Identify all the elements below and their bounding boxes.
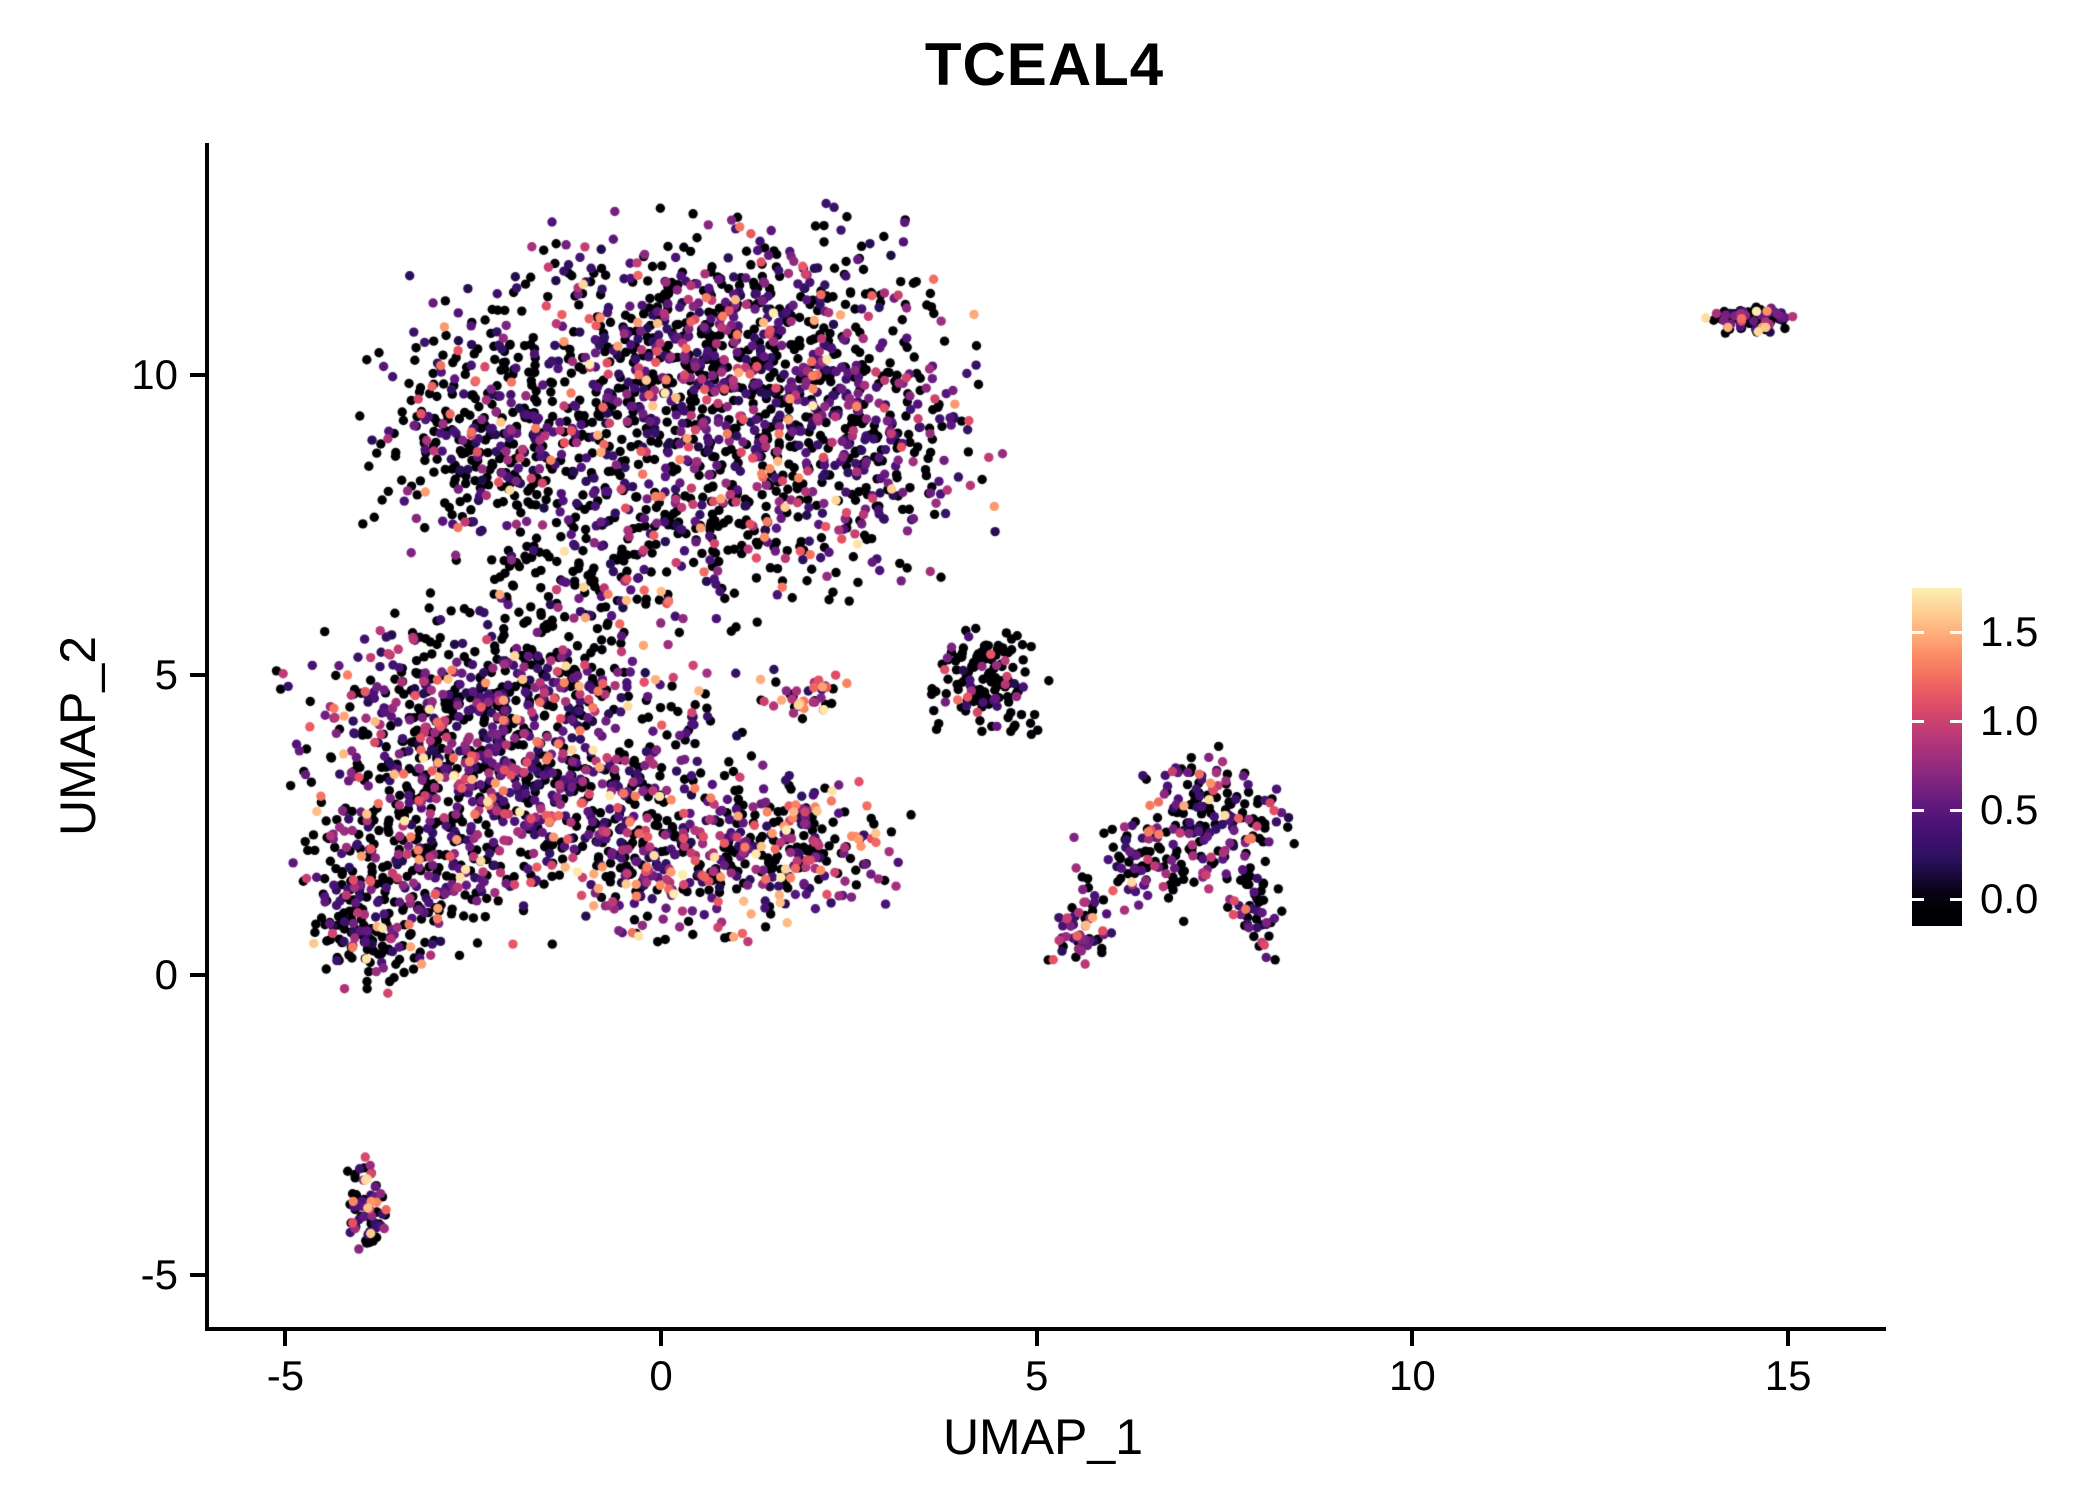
colorbar-tick-mark xyxy=(1912,630,1924,634)
colorbar-tick-mark xyxy=(1912,808,1924,812)
plot-title: TCEAL4 xyxy=(924,31,1165,98)
colorbar-tick-mark xyxy=(1950,719,1962,723)
x-axis-title: UMAP_1 xyxy=(942,1409,1144,1465)
colorbar-tick-mark xyxy=(1950,897,1962,901)
y-axis-line xyxy=(205,143,209,1331)
colorbar-tick-mark xyxy=(1912,719,1924,723)
x-axis-line xyxy=(205,1327,1886,1331)
colorbar-tick-mark xyxy=(1912,897,1924,901)
colorbar-tick-mark xyxy=(1950,630,1962,634)
colorbar-tick-mark xyxy=(1950,808,1962,812)
y-axis-title: UMAP_2 xyxy=(50,635,106,837)
colorbar-gradient xyxy=(1912,588,1962,926)
